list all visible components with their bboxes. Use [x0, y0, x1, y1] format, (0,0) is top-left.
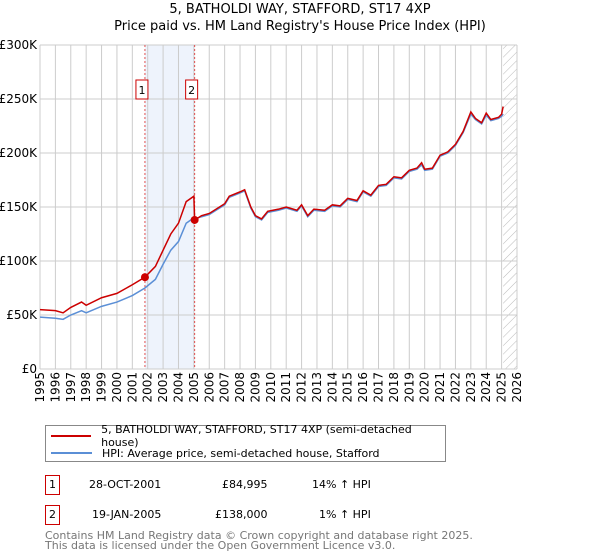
x-tick-label: 2004 [171, 372, 185, 403]
series-line [39, 106, 504, 314]
x-tick-label: 2013 [310, 372, 324, 403]
x-tick-label: 1998 [79, 372, 93, 403]
x-tick-label: 2026 [510, 372, 524, 403]
sale-badge [185, 79, 199, 100]
sale-badge [135, 79, 149, 100]
transaction-price: £138,000 [215, 508, 268, 521]
x-tick-label: 2000 [110, 372, 124, 403]
x-tick-label: 2007 [218, 372, 232, 403]
x-tick-label: 2012 [295, 372, 309, 403]
y-tick-label: £50K [6, 308, 38, 322]
sale-badge-label: 1 [138, 84, 145, 97]
y-tick-label: £100K [0, 254, 38, 268]
x-tick-label: 2020 [418, 372, 432, 403]
legend-swatch-hpi [51, 452, 92, 454]
sale-badge-label: 2 [188, 84, 195, 97]
x-tick-label: 2019 [402, 372, 416, 403]
legend-hpi: HPI: Average price, semi-detached house,… [102, 446, 380, 460]
x-tick-label: 2008 [233, 372, 247, 403]
transaction-date: 28-OCT-2001 [89, 478, 162, 491]
x-tick-label: 2001 [125, 372, 139, 403]
x-tick-label: 2018 [387, 372, 401, 403]
x-tick-label: 2010 [264, 372, 278, 403]
transaction-hpi: 1% ↑ HPI [319, 508, 371, 521]
y-tick-label: £300K [0, 38, 38, 52]
x-tick-label: 2002 [141, 372, 155, 403]
transaction-badge: 2 [45, 505, 60, 525]
y-tick-label: £250K [0, 92, 38, 106]
x-tick-label: 2017 [372, 372, 386, 403]
y-tick-label: £0 [22, 362, 37, 376]
y-tick-label: £150K [0, 200, 38, 214]
x-tick-label: 2005 [187, 372, 201, 403]
chart-subtitle: Price paid vs. HM Land Registry's House … [114, 19, 486, 34]
x-tick-label: 2021 [433, 372, 447, 403]
legend-property: 5, BATHOLDI WAY, STAFFORD, ST17 4XP (sem… [101, 423, 412, 449]
sale-point [190, 215, 199, 224]
x-tick-label: 1999 [95, 372, 109, 403]
footer-copyright: Contains HM Land Registry data © Crown c… [45, 529, 473, 542]
transaction-badge: 1 [45, 475, 60, 495]
x-tick-label: 2003 [156, 372, 170, 403]
x-tick-label: 2024 [479, 372, 493, 403]
x-tick-label: 2011 [279, 372, 293, 403]
legend-swatch-property [51, 435, 92, 437]
transaction-row: 1 28-OCT-2001 £84,995 14% ↑ HPI [45, 475, 445, 495]
legend: 5, BATHOLDI WAY, STAFFORD, ST17 4XP (sem… [45, 423, 446, 462]
x-tick-label: 2015 [341, 372, 355, 403]
x-tick-label: 2006 [202, 372, 216, 403]
x-tick-label: 2014 [325, 372, 339, 403]
price-chart: 1995 1996 1997 1998 1999 2000 2001 2002 2003 2004… [0, 38, 524, 403]
x-tick-label: 1997 [64, 372, 78, 403]
x-tick-label: 1996 [48, 372, 62, 403]
x-tick-label: 1995 [33, 372, 47, 403]
transaction-date: 19-JAN-2005 [92, 508, 162, 521]
transaction-price: £84,995 [222, 478, 268, 491]
x-tick-label: 2022 [448, 372, 462, 403]
x-tick-label: 2009 [248, 372, 262, 403]
x-tick-label: 2025 [495, 372, 509, 403]
x-tick-label: 2016 [356, 372, 370, 403]
sale-point [140, 273, 149, 282]
x-tick-label: 2023 [464, 372, 478, 403]
chart-title: 5, BATHOLDI WAY, STAFFORD, ST17 4XP [169, 2, 431, 17]
y-tick-label: £200K [0, 146, 38, 160]
series-line [39, 112, 504, 321]
transaction-row: 2 19-JAN-2005 £138,000 1% ↑ HPI [45, 505, 445, 525]
footer-licence: This data is licensed under the Open Gov… [45, 539, 396, 552]
transaction-hpi: 14% ↑ HPI [312, 478, 371, 491]
